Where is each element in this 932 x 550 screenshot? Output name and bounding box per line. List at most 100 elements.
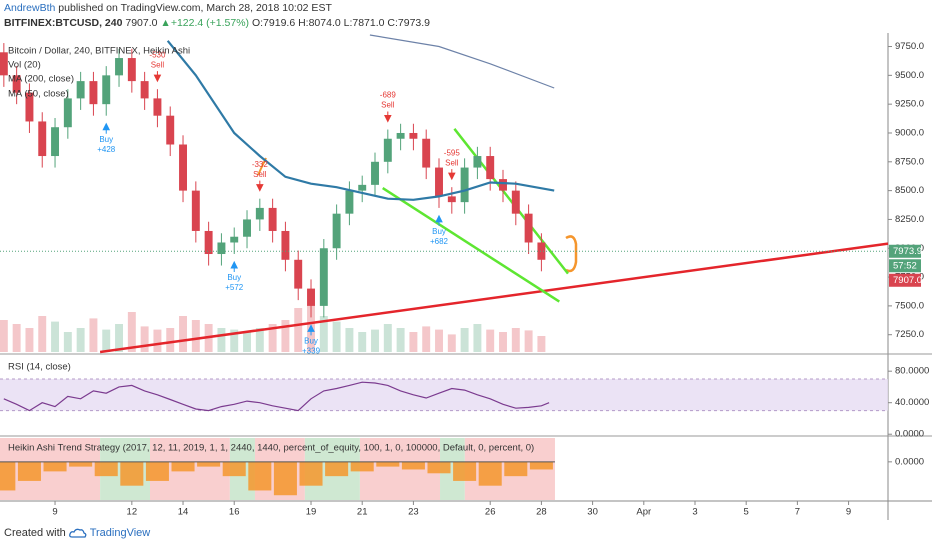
equity-bar (325, 461, 349, 477)
plot-area (0, 33, 888, 501)
candle-body (204, 230, 213, 255)
candle-body (422, 138, 431, 168)
volume-bar (89, 318, 98, 352)
candle-body (89, 81, 98, 105)
footer: Created with TradingView (4, 527, 150, 539)
candle-body (319, 248, 328, 306)
x-tick-label: 7 (795, 507, 800, 518)
equity-bar (43, 461, 67, 472)
y-tick-label: 9500.0 (895, 70, 924, 81)
signal-value: +339 (302, 347, 321, 356)
candle-body (371, 161, 379, 185)
rsi-band (0, 379, 888, 411)
candle-body (281, 230, 290, 260)
arrow: ▲ (160, 17, 171, 29)
countdown: 57:52 (893, 260, 917, 271)
signal-value: -332 (252, 160, 269, 169)
candle-body (76, 81, 85, 99)
volume-bar (473, 324, 482, 352)
volume-bar (255, 328, 264, 352)
volume-bar (268, 324, 277, 352)
candle-body (12, 75, 21, 93)
brand[interactable]: TradingView (89, 527, 151, 539)
signal-label: Buy (99, 135, 113, 144)
y-tick-label: 9000.0 (895, 127, 924, 138)
y-tick-label: 80.0000 (895, 366, 929, 377)
signal-arrow (447, 169, 456, 181)
equity-bar (350, 461, 374, 472)
candle-body (115, 58, 123, 76)
signal-value: -595 (444, 148, 461, 157)
volume-bar (435, 329, 443, 352)
close-tag-label: 7907.0 (893, 275, 922, 286)
signal-arrow (230, 260, 239, 273)
candle-body (25, 92, 34, 122)
equity-bar (248, 461, 272, 491)
y-tick-label: 0.0000 (895, 429, 924, 440)
ohlc: O:7919.6 H:8074.0 L:7871.0 C:7973.9 (251, 17, 431, 29)
candle-body (268, 207, 277, 231)
candle-body (217, 242, 226, 255)
volume-bar (102, 329, 111, 352)
candle-body (51, 127, 60, 157)
y-tick-label: 8750.0 (895, 156, 924, 167)
volume-bar (0, 320, 8, 352)
volume-bar (460, 328, 469, 352)
signal-value: +682 (430, 237, 449, 246)
price-tag (889, 244, 921, 258)
volume-bar (524, 330, 533, 352)
last: 7907.0 (125, 17, 158, 29)
signal-arrow (153, 71, 162, 83)
y-tick-label: 7500.0 (895, 300, 924, 311)
author[interactable]: AndrewBth (4, 2, 56, 14)
x-tick-label: 19 (306, 507, 317, 518)
volume-bar (345, 328, 354, 352)
equity-bar (120, 461, 144, 486)
equity-bar (273, 461, 297, 496)
legend-title: Heikin Ashi Trend Strategy (2017, 12, 11… (8, 443, 534, 454)
candle-body (179, 144, 187, 191)
trendline (453, 128, 569, 275)
signal-label: Sell (445, 158, 459, 167)
volume-bar (153, 329, 162, 352)
created: Created with (4, 527, 66, 539)
x-tick-label: Apr (636, 507, 651, 518)
signal-label: Buy (432, 227, 446, 236)
volume-bar (38, 316, 47, 352)
candle-body (140, 81, 149, 99)
equity-bar (299, 461, 323, 486)
symbol: BITFINEX:BTCUSD, 240 (4, 17, 123, 29)
equity-bar (529, 461, 553, 470)
signal-arrow (435, 214, 443, 226)
published: published on TradingView.com, March 28, … (58, 2, 332, 14)
equity-bar (69, 461, 93, 467)
candle-body (307, 288, 315, 306)
volume-bar (511, 328, 520, 352)
y-tick-label: 40.0000 (895, 397, 929, 408)
volume-bar (409, 332, 418, 352)
volume-bar (486, 329, 495, 352)
volume-bar (371, 329, 379, 352)
candle-body (153, 98, 162, 116)
signal-label: Sell (151, 60, 165, 69)
countdown-tag (889, 259, 921, 273)
x-tick-label: 9 (846, 507, 851, 518)
volume-bar (319, 316, 328, 352)
change: +122.4 (+1.57%) (170, 17, 250, 29)
volume-bar (294, 308, 303, 352)
candle-body (435, 167, 443, 197)
signal-label: Sell (381, 101, 395, 110)
signal-value: -530 (149, 50, 166, 59)
legend-ma: MA (50, close) (8, 89, 69, 100)
close-tag (889, 273, 921, 287)
candle-body (294, 259, 303, 289)
x-tick-label: 26 (485, 507, 496, 518)
volume-bar (358, 332, 367, 352)
volume-bar (63, 332, 72, 352)
x-tick-label: 9 (52, 507, 57, 518)
moving-average (369, 34, 555, 89)
legend-volume: Vol (20) (8, 60, 41, 71)
x-tick-label: 12 (127, 507, 138, 518)
equity-bar (94, 461, 118, 477)
